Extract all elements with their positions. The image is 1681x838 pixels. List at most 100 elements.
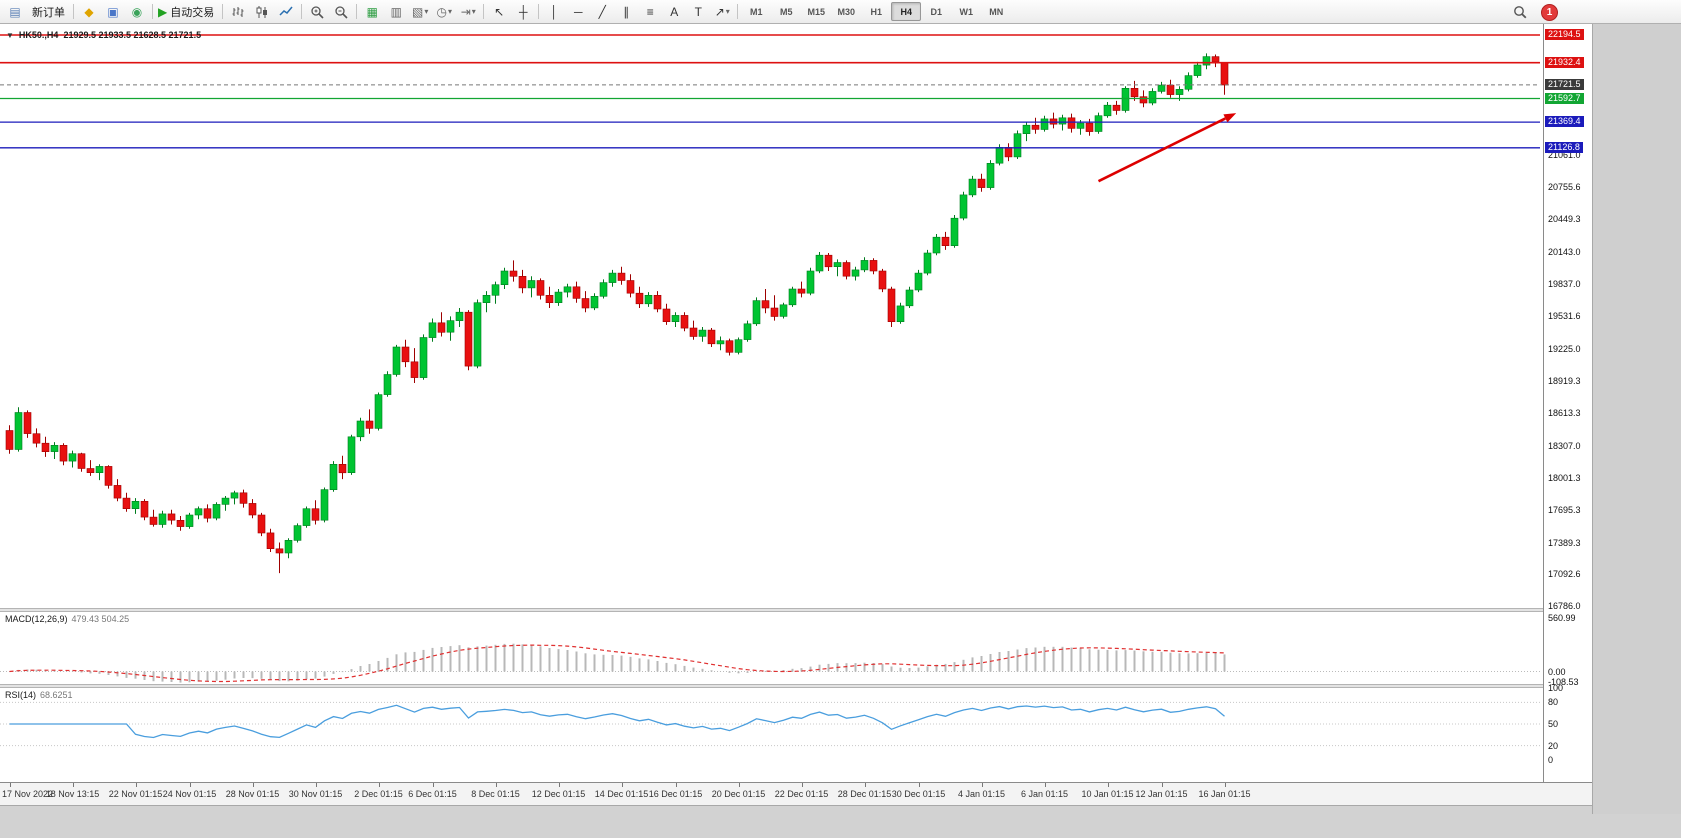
tf-m5[interactable]: M5 (779, 6, 793, 17)
time-axis-tick (801, 783, 803, 787)
tf-h1[interactable]: H1 (870, 6, 882, 17)
price-scale-label: 18919.3 (1548, 375, 1581, 386)
candlestick-chart-icon[interactable] (250, 2, 274, 22)
accounts-icon[interactable]: ▣ (107, 4, 119, 19)
symbol-info-row: ▼ HK50.,H4 21929.5 21933.5 21628.5 21721… (6, 30, 201, 40)
price-scale-label: 18613.3 (1548, 408, 1581, 419)
current-price-tag[interactable]: 21721.5 (1545, 78, 1584, 90)
tf-m1[interactable]: M1 (749, 6, 763, 17)
tf-w1[interactable]: W1 (959, 6, 973, 17)
bars-chart-icon[interactable] (226, 2, 250, 22)
vertical-line-icon[interactable]: │ (550, 4, 558, 19)
tile-windows-icon[interactable]: ▦ (366, 4, 378, 19)
arrows-dropdown[interactable]: ↗ ▾ (714, 4, 730, 19)
panel-splitter[interactable] (0, 608, 1592, 612)
price-scale-label: 20755.6 (1548, 181, 1581, 192)
price-scale-label: 19531.6 (1548, 311, 1581, 322)
horizontal-line-icon[interactable]: ─ (573, 4, 583, 19)
price-scale-label: 21061.0 (1548, 149, 1581, 160)
tf-m30[interactable]: M30 (837, 6, 855, 17)
main-toolbar: ▤ 新订单 ◆ ▣ ◉ ▶ 自动交易 ▦ ▥ ▧ ▾ ◷ ▾ ⇥ ▾ ↖ ┼ │ ─ ╱ ∥ ≡ A T ↗ ▾ M1 M5 M15 M3… (0, 0, 1681, 24)
time-axis-label: 24 Nov 01:15 (162, 789, 217, 799)
text-icon[interactable]: A (670, 4, 679, 19)
time-axis-label: 28 Nov 01:15 (225, 789, 280, 799)
time-axis-tick (252, 783, 254, 787)
time-axis-tick (432, 783, 434, 787)
time-axis-label: 6 Jan 01:15 (1020, 789, 1069, 799)
price-scale-label: 20143.0 (1548, 246, 1581, 257)
price-scale-label: 17092.6 (1548, 568, 1581, 579)
time-axis-label: 12 Jan 01:15 (1135, 789, 1188, 799)
time-axis-tick (315, 783, 317, 787)
tf-h4[interactable]: H4 (891, 2, 922, 21)
rsi-panel-canvas[interactable] (0, 688, 1543, 760)
gold-icon[interactable]: ◆ (84, 4, 94, 19)
time-axis-tick (864, 783, 866, 787)
chart-shift-icon[interactable]: ⇥ ▾ (460, 4, 476, 19)
toolbar-separator (356, 4, 358, 19)
time-axis-label: 20 Dec 01:15 (711, 789, 766, 799)
time-axis-label: 30 Nov 01:15 (288, 789, 343, 799)
level-price-tag[interactable]: 21369.4 (1545, 116, 1584, 128)
macd-label: MACD(12,26,9) 479.43 504.25 (5, 614, 130, 624)
time-axis-tick (1044, 783, 1046, 787)
time-axis-label: 8 Dec 01:15 (471, 789, 520, 799)
level-price-tag[interactable]: 21126.8 (1545, 141, 1583, 153)
rsi-scale-label: 20 (1548, 740, 1559, 751)
new-order-icon[interactable]: ▤ (9, 4, 21, 19)
zoom-in-icon[interactable] (305, 2, 329, 22)
price-scale-label: 18307.0 (1548, 440, 1581, 451)
arrange-windows-icon[interactable]: ▥ (390, 4, 402, 19)
panel-splitter[interactable] (0, 684, 1592, 688)
time-axis[interactable]: 17 Nov 2022 18 Nov 13:15 22 Nov 01:15 24 No… (0, 782, 1592, 805)
auto-arrange-icon[interactable]: ▧ ▾ (412, 4, 429, 19)
macd-scale-label: -108.53 (1548, 676, 1579, 687)
community-icon[interactable]: ◉ (131, 4, 143, 19)
time-axis-label: 10 Jan 01:15 (1081, 789, 1134, 799)
fibonacci-icon[interactable]: ≡ (646, 4, 654, 19)
cursor-icon[interactable]: ↖ (494, 4, 505, 19)
time-axis-tick (738, 783, 740, 787)
notification-badge[interactable]: 1 (1541, 3, 1558, 21)
zoom-out-icon[interactable] (329, 2, 353, 22)
rsi-label: RSI(14) 68.6251 (5, 690, 73, 700)
price-axis[interactable]: 21061.0 20755.6 20449.3 20143.0 19837.0 19531… (1543, 24, 1592, 782)
rsi-scale-label: 100 (1548, 683, 1564, 693)
time-axis-label: 2 Dec 01:15 (354, 789, 403, 799)
time-axis-tick (72, 783, 74, 787)
price-scale-label: 17695.3 (1548, 505, 1581, 516)
time-axis-tick (9, 783, 11, 787)
time-axis-tick (135, 783, 137, 787)
toolbar-right-group: 1 (1508, 2, 1558, 22)
crosshair-icon[interactable]: ┼ (518, 4, 528, 19)
macd-svg (0, 643, 1540, 683)
level-price-tag[interactable]: 21932.4 (1545, 56, 1584, 68)
toolbar-separator (222, 4, 224, 19)
price-chart-canvas[interactable] (0, 26, 1543, 610)
time-axis-tick (1224, 783, 1226, 787)
autotrading-button[interactable]: ▶ 自动交易 (158, 4, 215, 19)
profiles-dropdown[interactable]: ◷ ▾ (436, 4, 452, 19)
text-label-icon[interactable]: T (694, 4, 702, 19)
equidistant-channel-icon[interactable]: ∥ (623, 4, 630, 19)
time-axis-tick (558, 783, 560, 787)
tf-m15[interactable]: M15 (807, 6, 825, 17)
trendline-icon[interactable]: ╱ (598, 4, 606, 19)
macd-scale-label: 560.99 (1548, 612, 1576, 623)
time-axis-tick (675, 783, 677, 787)
symbol-dropdown-icon[interactable]: ▼ (6, 30, 14, 40)
symbol-label: HK50.,H4 (18, 30, 59, 40)
level-price-tag[interactable]: 21592.7 (1545, 92, 1584, 104)
level-price-tag[interactable]: 22194.5 (1545, 28, 1584, 40)
window-gutter (1592, 24, 1681, 814)
macd-panel-canvas[interactable] (0, 612, 1543, 684)
line-chart-icon[interactable] (274, 2, 298, 22)
time-axis-tick (495, 783, 497, 787)
new-order-button[interactable]: 新订单 (32, 6, 65, 19)
time-axis-label: 12 Dec 01:15 (531, 789, 586, 799)
price-scale-label: 18001.3 (1548, 472, 1581, 483)
search-icon[interactable] (1508, 2, 1532, 22)
time-axis-tick (981, 783, 983, 787)
tf-d1[interactable]: D1 (930, 6, 942, 17)
tf-mn[interactable]: MN (989, 6, 1004, 17)
